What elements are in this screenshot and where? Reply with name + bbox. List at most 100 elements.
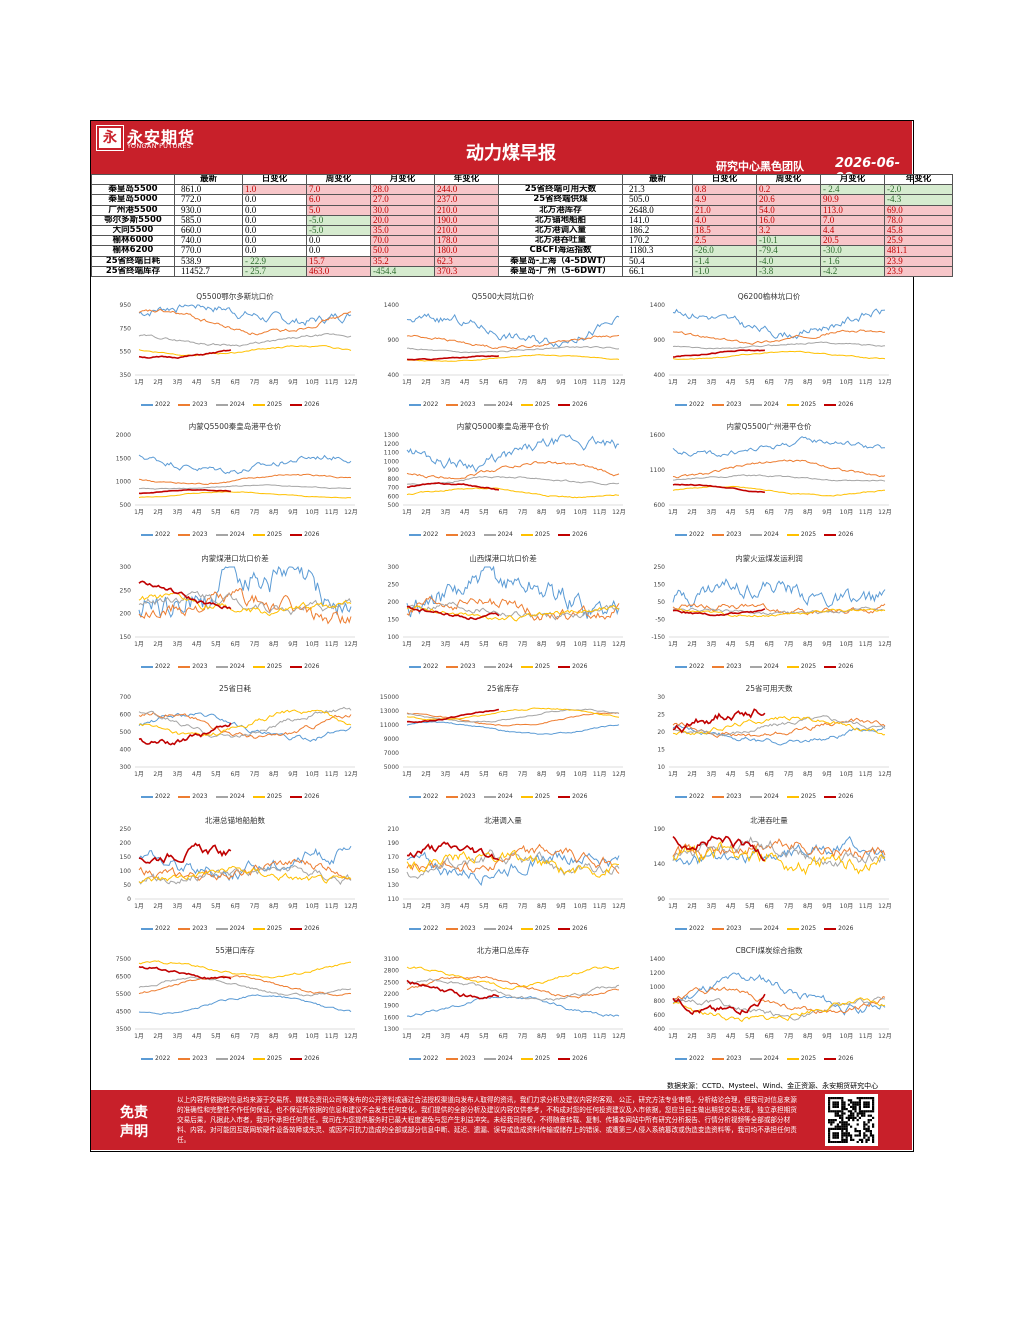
y-tick-label: 1200 — [384, 441, 399, 448]
y-tick-label: 900 — [388, 467, 400, 474]
x-tick-label: 10月 — [306, 903, 320, 910]
legend-swatch — [786, 795, 799, 798]
legend-swatch — [786, 665, 799, 668]
legend-item: 2025 — [513, 793, 550, 800]
y-tick-label: 250 — [388, 582, 400, 589]
x-tick-label: 9月 — [288, 641, 298, 648]
legend-swatch — [749, 927, 762, 930]
legend-label: 2022 — [155, 925, 171, 932]
line-chart: 内蒙Q5500广州港平仓价 1600 1100 600 1月 2月 3月 4月 5月 6月 7月 8月… — [639, 419, 899, 547]
x-tick-label: 5月 — [211, 1033, 221, 1040]
y-tick-label: 800 — [388, 476, 400, 483]
legend-swatch — [675, 403, 687, 406]
series-line-2022 — [138, 994, 352, 1015]
y-tick-label: 700 — [120, 694, 132, 701]
legend-item: 2025 — [513, 1055, 550, 1062]
table-cell: 7.0 — [306, 184, 371, 196]
legend-item: 2025 — [245, 925, 282, 932]
series-line-2023 — [406, 712, 620, 727]
x-tick-label: 1月 — [402, 903, 412, 910]
legend-swatch — [141, 403, 153, 406]
table-row: 大同5500 660.0 0.0 -5.0 35.0 210.0 北方港调入量 186.2 18… — [91, 224, 953, 237]
chart-legend: 2022 2023 2024 2025 2026 — [133, 663, 319, 670]
table-cell: 370.3 — [434, 265, 499, 277]
legend-swatch — [675, 533, 687, 536]
series-line-2023 — [672, 986, 886, 1015]
row-label: 秦皇岛5500 — [91, 184, 175, 196]
table-cell: 35.2 — [370, 255, 435, 267]
legend-label: 2024 — [497, 663, 513, 670]
legend-label: 2023 — [726, 401, 742, 408]
y-tick-label: 1000 — [384, 458, 399, 465]
legend-label: 2025 — [534, 531, 551, 538]
x-tick-label: 2月 — [421, 771, 431, 778]
legend-item: 2026 — [550, 663, 587, 670]
x-tick-label: 10月 — [840, 509, 854, 516]
x-tick-label: 5月 — [211, 903, 221, 910]
legend-item: 2022 — [401, 401, 438, 408]
legend-item: 2024 — [208, 531, 245, 538]
table-cell: 7.0 — [820, 214, 885, 226]
legend-label: 2023 — [460, 925, 476, 932]
legend-swatch — [141, 1057, 153, 1060]
x-tick-label: 3月 — [707, 379, 717, 386]
table-cell: 538.9 — [174, 255, 243, 267]
chart-title: 25省可用天数 — [745, 684, 793, 693]
y-tick-label: 90 — [657, 896, 665, 903]
x-tick-label: 10月 — [574, 1033, 588, 1040]
series-line-2022 — [406, 565, 620, 619]
x-tick-label: 11月 — [325, 903, 339, 910]
y-tick-label: 20 — [657, 729, 665, 736]
line-chart: 内蒙煤港口坑口价差 300 250 200 150 1月 2月 3月 4月 5月 6月 7月 8月 9月 1… — [105, 551, 365, 679]
legend-swatch — [178, 533, 191, 536]
x-tick-label: 4月 — [192, 903, 202, 910]
table-cell: 0.0 — [242, 245, 307, 257]
x-tick-label: 1月 — [668, 379, 678, 386]
legend-item: 2023 — [704, 531, 742, 538]
x-tick-label: 8月 — [803, 1033, 813, 1040]
y-tick-label: 1400 — [384, 302, 399, 309]
x-tick-label: 5月 — [745, 903, 755, 910]
series-line-2023 — [672, 838, 886, 861]
legend-item: 2025 — [779, 663, 816, 670]
series-line-2024 — [406, 978, 620, 1001]
table-cell: 190.0 — [434, 214, 499, 226]
table-cell: 90.9 — [820, 194, 885, 206]
column-header: 月变化 — [370, 173, 435, 186]
legend-swatch — [446, 927, 459, 930]
legend-label: 2024 — [763, 925, 779, 932]
legend-item: 2026 — [816, 793, 853, 800]
legend-item: 2024 — [476, 1055, 513, 1062]
x-tick-label: 3月 — [707, 509, 717, 516]
chart-title: Q5500鄂尔多斯坑口价 — [196, 292, 274, 301]
table-cell: 27.0 — [370, 194, 435, 206]
legend-swatch — [178, 1057, 191, 1060]
legend-label: 2022 — [689, 531, 705, 538]
y-tick-label: 500 — [120, 729, 132, 736]
legend-label: 2023 — [460, 663, 476, 670]
legend-item: 2023 — [438, 663, 476, 670]
legend-item: 2024 — [208, 663, 245, 670]
table-cell: -4.3 — [884, 194, 953, 206]
x-tick-label: 5月 — [745, 641, 755, 648]
legend-swatch — [215, 533, 228, 536]
table-cell: 69.0 — [884, 204, 953, 216]
x-tick-label: 6月 — [498, 771, 508, 778]
legend-swatch — [824, 795, 837, 798]
legend-label: 2025 — [800, 1055, 817, 1062]
legend-label: 2023 — [460, 531, 476, 538]
legend-item: 2026 — [550, 793, 587, 800]
series-line-2023 — [406, 460, 620, 480]
x-tick-label: 2月 — [421, 509, 431, 516]
legend-label: 2022 — [423, 1055, 439, 1062]
legend-label: 2026 — [838, 793, 854, 800]
x-tick-label: 11月 — [325, 379, 339, 386]
x-tick-label: 5月 — [479, 379, 489, 386]
x-tick-label: 4月 — [460, 641, 470, 648]
chart-title: 北港调入量 — [484, 816, 522, 825]
x-tick-label: 9月 — [556, 1033, 566, 1040]
x-tick-label: 9月 — [822, 1033, 832, 1040]
